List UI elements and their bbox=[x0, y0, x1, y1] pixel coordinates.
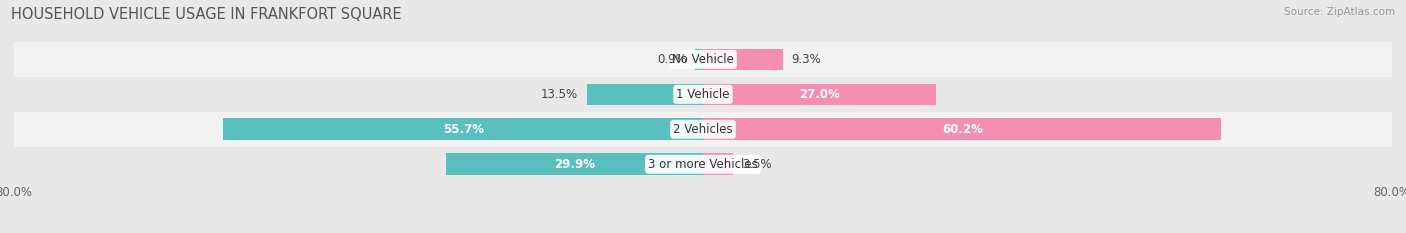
Bar bbox=[14, 42, 1392, 77]
Text: 0.9%: 0.9% bbox=[657, 53, 686, 66]
Text: 27.0%: 27.0% bbox=[799, 88, 839, 101]
Text: Source: ZipAtlas.com: Source: ZipAtlas.com bbox=[1284, 7, 1395, 17]
Bar bbox=[14, 112, 1392, 147]
Text: 55.7%: 55.7% bbox=[443, 123, 484, 136]
Bar bbox=[703, 118, 1222, 140]
Bar bbox=[14, 147, 1392, 182]
Text: 3.5%: 3.5% bbox=[742, 158, 772, 171]
Text: 1 Vehicle: 1 Vehicle bbox=[676, 88, 730, 101]
Text: 13.5%: 13.5% bbox=[541, 88, 578, 101]
Text: 60.2%: 60.2% bbox=[942, 123, 983, 136]
Text: 3 or more Vehicles: 3 or more Vehicles bbox=[648, 158, 758, 171]
Bar bbox=[14, 77, 1392, 112]
Text: 2 Vehicles: 2 Vehicles bbox=[673, 123, 733, 136]
Bar bbox=[224, 118, 703, 140]
Bar bbox=[703, 154, 733, 175]
Bar bbox=[703, 49, 783, 70]
Bar bbox=[703, 84, 935, 105]
Bar bbox=[695, 49, 703, 70]
Bar bbox=[446, 154, 703, 175]
Text: 29.9%: 29.9% bbox=[554, 158, 595, 171]
Text: No Vehicle: No Vehicle bbox=[672, 53, 734, 66]
Text: HOUSEHOLD VEHICLE USAGE IN FRANKFORT SQUARE: HOUSEHOLD VEHICLE USAGE IN FRANKFORT SQU… bbox=[11, 7, 402, 22]
Bar bbox=[586, 84, 703, 105]
Text: 9.3%: 9.3% bbox=[792, 53, 821, 66]
